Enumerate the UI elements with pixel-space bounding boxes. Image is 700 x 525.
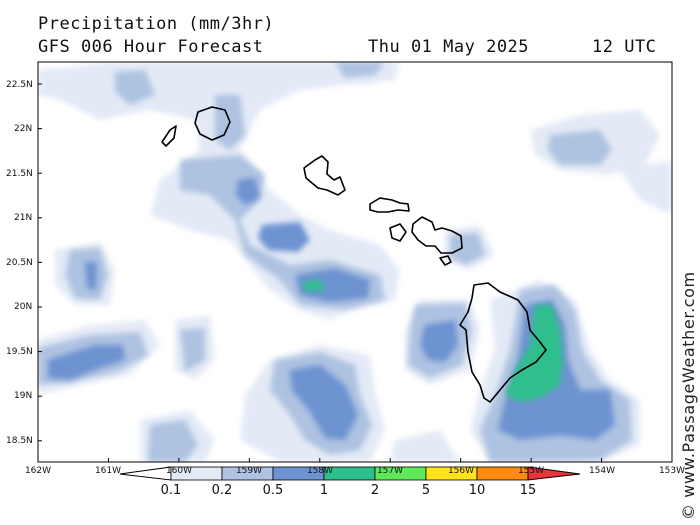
lon-tick-label: 154W — [588, 466, 616, 476]
lat-tick-label: 18.5N — [6, 436, 33, 446]
forecast-date: Thu 01 May 2025 — [368, 37, 530, 57]
colorbar-label: 1 — [319, 483, 329, 498]
lat-tick-label: 21.5N — [6, 169, 33, 179]
map-title: Precipitation (mm/3hr) — [38, 14, 275, 34]
island-oahu — [303, 155, 346, 196]
colorbar-label: 0.2 — [211, 483, 233, 498]
colorbar-left-arrow — [119, 466, 172, 481]
island-molokai — [369, 197, 410, 213]
colorbar-label: 0.1 — [160, 483, 182, 498]
forecast-label: GFS 006 Hour Forecast — [38, 37, 264, 57]
axis-ticks — [37, 83, 673, 462]
island-maui — [411, 216, 463, 254]
coastlines — [161, 106, 547, 403]
lat-tick-label: 19N — [14, 391, 33, 401]
colorbar-label: 2 — [370, 483, 380, 498]
lon-tick-label: 153W — [658, 466, 686, 476]
lat-tick-label: 19.5N — [6, 347, 33, 357]
lat-tick-label: 22.5N — [6, 80, 33, 90]
lat-tick-label: 20N — [14, 302, 33, 312]
lon-tick-label: 156W — [447, 466, 475, 476]
colorbar-label: 10 — [468, 483, 486, 498]
lat-tick-label: 21N — [14, 213, 33, 223]
lon-tick-label: 157W — [376, 466, 404, 476]
precip-band-1 — [302, 280, 563, 402]
colorbar-label: 15 — [519, 483, 537, 498]
lon-tick-label: 160W — [165, 466, 193, 476]
lon-tick-label: 155W — [517, 466, 545, 476]
lat-tick-label: 22N — [14, 124, 33, 134]
island-kahoolawe — [439, 255, 452, 266]
lon-tick-label: 161W — [94, 466, 122, 476]
colorbar-label: 5 — [421, 483, 431, 498]
forecast-time: 12 UTC — [592, 37, 657, 57]
island-niihau — [161, 125, 177, 147]
colorbar-label: 0.5 — [262, 483, 284, 498]
lon-tick-label: 159W — [235, 466, 263, 476]
island-kauai — [194, 106, 231, 141]
colorbar-right-arrow — [527, 466, 581, 481]
lon-tick-label: 162W — [24, 466, 52, 476]
precip-field — [38, 62, 672, 462]
island-hawaii — [459, 282, 547, 403]
watermark-text: © www.PassageWeather.com — [679, 271, 698, 520]
lon-tick-label: 158W — [306, 466, 334, 476]
colorbar — [119, 466, 581, 481]
lat-tick-label: 20.5N — [6, 258, 33, 268]
island-lanai — [389, 223, 407, 242]
